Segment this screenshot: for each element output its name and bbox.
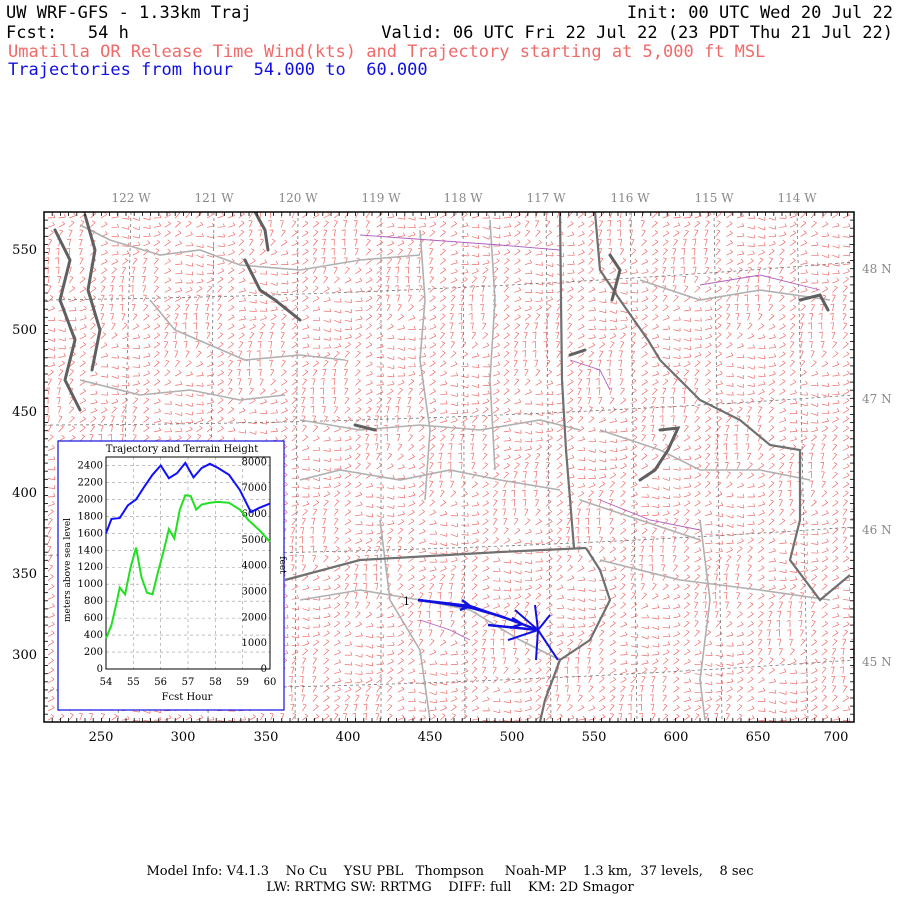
- longitude-label: 122 W: [111, 191, 151, 205]
- model-info-line2: LW: RRTMG SW: RRTMG DIFF: full KM: 2D Sm…: [266, 880, 634, 895]
- longitude-label: 120 W: [278, 191, 318, 205]
- chart-x-tick-label: 58: [209, 677, 222, 688]
- latitude-label: 47 N: [862, 392, 892, 406]
- longitude-label: 119 W: [361, 191, 401, 205]
- chart-y-tick-label-right: 1000: [242, 638, 267, 649]
- state-boundaries: [284, 212, 851, 722]
- chart-x-tick-label: 55: [127, 677, 140, 688]
- chart-y-tick-label: 1400: [78, 545, 103, 556]
- y-axis-tick-label: 300: [12, 648, 37, 663]
- x-axis-tick-label: 600: [664, 730, 689, 745]
- x-axis-labels: 250 300 350 400 450 500 550 600 650 700: [89, 730, 849, 745]
- frame-ticks: [43, 211, 854, 722]
- coastline: [53, 212, 830, 482]
- chart-y-tick-label: 2000: [78, 494, 103, 505]
- chart-x-tick-label: 57: [182, 677, 195, 688]
- longitude-label: 116 W: [610, 191, 650, 205]
- x-axis-tick-label: 250: [89, 730, 114, 745]
- chart-y-ticks-left: 0 200 400 600 800 1000 1200 1400 1600 1800 2000 220…: [78, 460, 103, 675]
- longitude-label: 114 W: [777, 191, 817, 205]
- chart-x-tick-label: 56: [154, 677, 167, 688]
- y-axis-tick-label: 350: [12, 567, 37, 582]
- chart-y-tick-label-right: 3000: [242, 586, 267, 597]
- chart-y-tick-label-right: 6000: [242, 509, 267, 520]
- latitude-label: 45 N: [862, 655, 892, 669]
- chart-x-label: Fcst Hour: [162, 692, 213, 703]
- trajectory-height-line: [105, 461, 271, 534]
- forecast-hour: Fcst: 54 h: [6, 23, 129, 43]
- latitude-label: 48 N: [862, 262, 892, 276]
- x-axis-tick-label: 350: [254, 730, 279, 745]
- chart-y-tick-label-right: 5000: [242, 535, 267, 546]
- trajectory-start-label: 1: [403, 595, 410, 608]
- chart-y-tick-label: 1200: [78, 562, 103, 573]
- chart-frame: [57, 440, 285, 711]
- chart-y-ticks-right: 0 1000 2000 3000 4000 5000 6000 7000 8000: [242, 457, 267, 675]
- chart-y-tick-label: 1600: [78, 528, 103, 539]
- chart-y-tick-label-right: 0: [261, 664, 267, 675]
- chart-y-tick-label: 600: [84, 613, 103, 624]
- y-axis-labels: 550 500 450 400 350 300: [12, 243, 37, 663]
- x-axis-tick-label: 500: [500, 730, 525, 745]
- x-axis-tick-label: 400: [336, 730, 361, 745]
- model-info-line1: Model Info: V4.1.3 No Cu YSU PBL Thompso…: [146, 864, 754, 879]
- map-frame: [43, 211, 855, 723]
- chart-y-label-right: feet: [277, 556, 287, 574]
- longitude-label: 117 W: [526, 191, 566, 205]
- trajectory-terrain-chart: Trajectory and Terrain Height 0200400600…: [57, 440, 287, 711]
- trajectory-range: Trajectories from hour 54.000 to 60.000: [8, 60, 428, 80]
- terrain-height-line: [105, 494, 271, 639]
- chart-y-tick-label: 2200: [78, 477, 103, 488]
- y-axis-tick-label: 550: [12, 243, 37, 258]
- county-boundaries: [79, 219, 831, 721]
- latitude-label: 46 N: [862, 523, 892, 537]
- init-time: Init: 00 UTC Wed 20 Jul 22: [626, 3, 893, 23]
- chart-y-tick-label: 0: [97, 664, 103, 675]
- chart-y-tick-label: 200: [84, 647, 103, 658]
- longitude-label: 118 W: [443, 191, 483, 205]
- chart-y-tick-label-right: 4000: [242, 561, 267, 572]
- chart-series: [105, 461, 271, 639]
- chart-y-tick-label: 2400: [78, 460, 103, 471]
- chart-plot-area: [105, 456, 271, 670]
- x-axis-tick-label: 650: [746, 730, 771, 745]
- longitude-labels: 122 W 121 W 120 W 119 W 118 W 117 W 116 W 115 W…: [111, 191, 817, 205]
- chart-x-tick-label: 60: [264, 677, 277, 688]
- trajectory-path: [417, 598, 559, 661]
- chart-x-ticks: 54 55 56 57 58 59 60: [100, 677, 277, 688]
- chart-y-tick-label: 1800: [78, 511, 103, 522]
- valid-time: Valid: 06 UTC Fri 22 Jul 22 (23 PDT Thu …: [381, 23, 893, 43]
- chart-x-tick-label: 54: [100, 677, 113, 688]
- chart-title: Trajectory and Terrain Height: [106, 444, 259, 455]
- chart-y-label: meters above sea level: [63, 518, 73, 622]
- x-axis-tick-label: 300: [171, 730, 196, 745]
- longitude-label: 115 W: [694, 191, 734, 205]
- chart-y-tick-label-right: 2000: [242, 612, 267, 623]
- y-axis-tick-label: 450: [12, 405, 37, 420]
- y-axis-tick-label: 500: [12, 323, 37, 338]
- x-axis-tick-label: 450: [418, 730, 443, 745]
- chart-y-tick-label-right: 8000: [242, 457, 267, 468]
- latitude-labels: 48 N 47 N 46 N 45 N: [862, 262, 892, 669]
- model-title: UW WRF-GFS - 1.33km Traj: [6, 3, 252, 23]
- y-axis-tick-label: 400: [12, 486, 37, 501]
- chart-x-tick-label: 59: [236, 677, 249, 688]
- x-axis-tick-label: 700: [824, 730, 849, 745]
- chart-y-tick-label: 1000: [78, 579, 103, 590]
- chart-y-tick-label: 400: [84, 630, 103, 641]
- field-description: Umatilla OR Release Time Wind(kts) and T…: [8, 42, 766, 62]
- longitude-label: 121 W: [194, 191, 234, 205]
- wind-barbs: [44, 212, 854, 722]
- x-axis-tick-label: 550: [582, 730, 607, 745]
- chart-y-tick-label: 800: [84, 596, 103, 607]
- wind-barb-field: [44, 212, 854, 722]
- chart-y-tick-label-right: 7000: [242, 483, 267, 494]
